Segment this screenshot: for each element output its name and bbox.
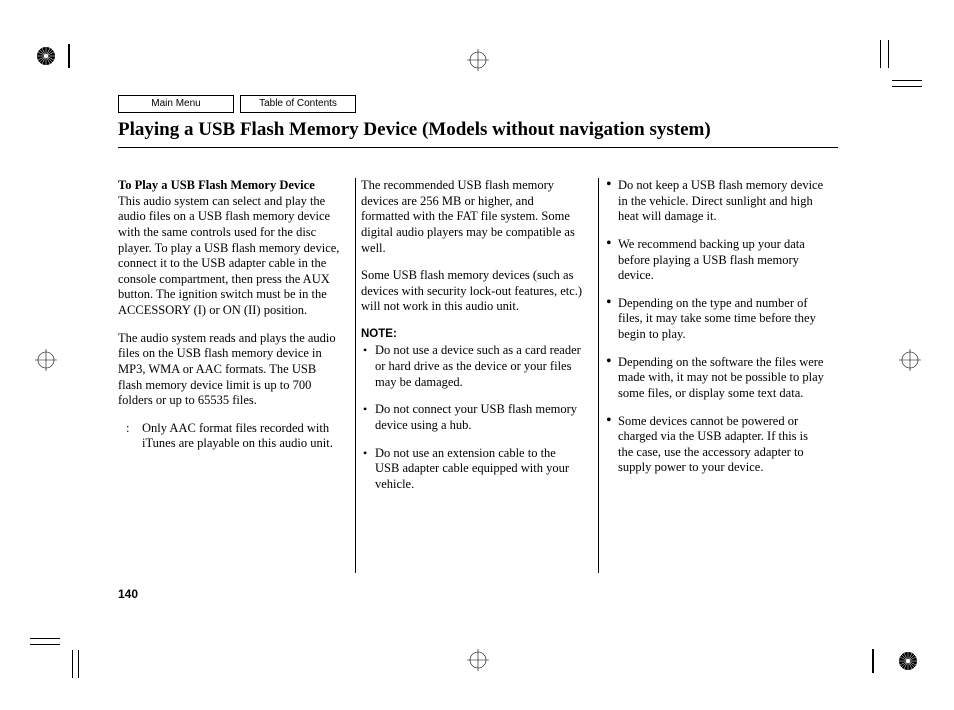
note-item: Do not use an extension cable to the USB… [361,446,583,493]
reg-cross-left [34,348,58,372]
reg-starburst-tl [34,44,84,68]
main-menu-button[interactable]: Main Menu [118,95,234,113]
bullet-item: We recommend backing up your data before… [604,237,826,284]
note-item: Do not use a device such as a card reade… [361,343,583,390]
bullet-item: Depending on the type and number of file… [604,296,826,343]
col1-paragraph: The audio system reads and plays the aud… [118,331,340,409]
note-list: Do not use a device such as a card reade… [361,343,583,492]
column-3: Do not keep a USB flash memory device in… [604,178,836,573]
col1-subhead: To Play a USB Flash Memory Device [118,178,315,192]
reg-cross-right [898,348,922,372]
note-item: Do not connect your USB flash memory dev… [361,402,583,433]
reg-cross-top [466,48,490,72]
column-divider [598,178,599,573]
bullet-item: Do not keep a USB flash memory device in… [604,178,826,225]
note-label: NOTE: [361,327,583,341]
col2-paragraph: Some USB flash memory devices (such as d… [361,268,583,315]
crop-tr [866,40,926,90]
column-divider [355,178,356,573]
bullet-list: Do not keep a USB flash memory device in… [604,178,826,476]
nav-buttons: Main Menu Table of Contents [118,95,356,113]
crop-bl [30,630,90,680]
column-1: To Play a USB Flash Memory DeviceThis au… [118,178,350,573]
col1-paragraph: To Play a USB Flash Memory DeviceThis au… [118,178,340,319]
reg-starburst-br [872,649,922,673]
bullet-item: Some devices cannot be powered or charge… [604,414,826,477]
col2-paragraph: The recommended USB flash memory devices… [361,178,583,256]
bullet-item: Depending on the software the files were… [604,355,826,402]
column-2: The recommended USB flash memory devices… [361,178,593,573]
col1-starnote: :Only AAC format files recorded with iTu… [118,421,340,452]
content-columns: To Play a USB Flash Memory DeviceThis au… [118,178,838,573]
page-title: Playing a USB Flash Memory Device (Model… [118,119,838,148]
toc-button[interactable]: Table of Contents [240,95,356,113]
reg-cross-bottom [466,648,490,672]
page-number: 140 [118,587,138,601]
